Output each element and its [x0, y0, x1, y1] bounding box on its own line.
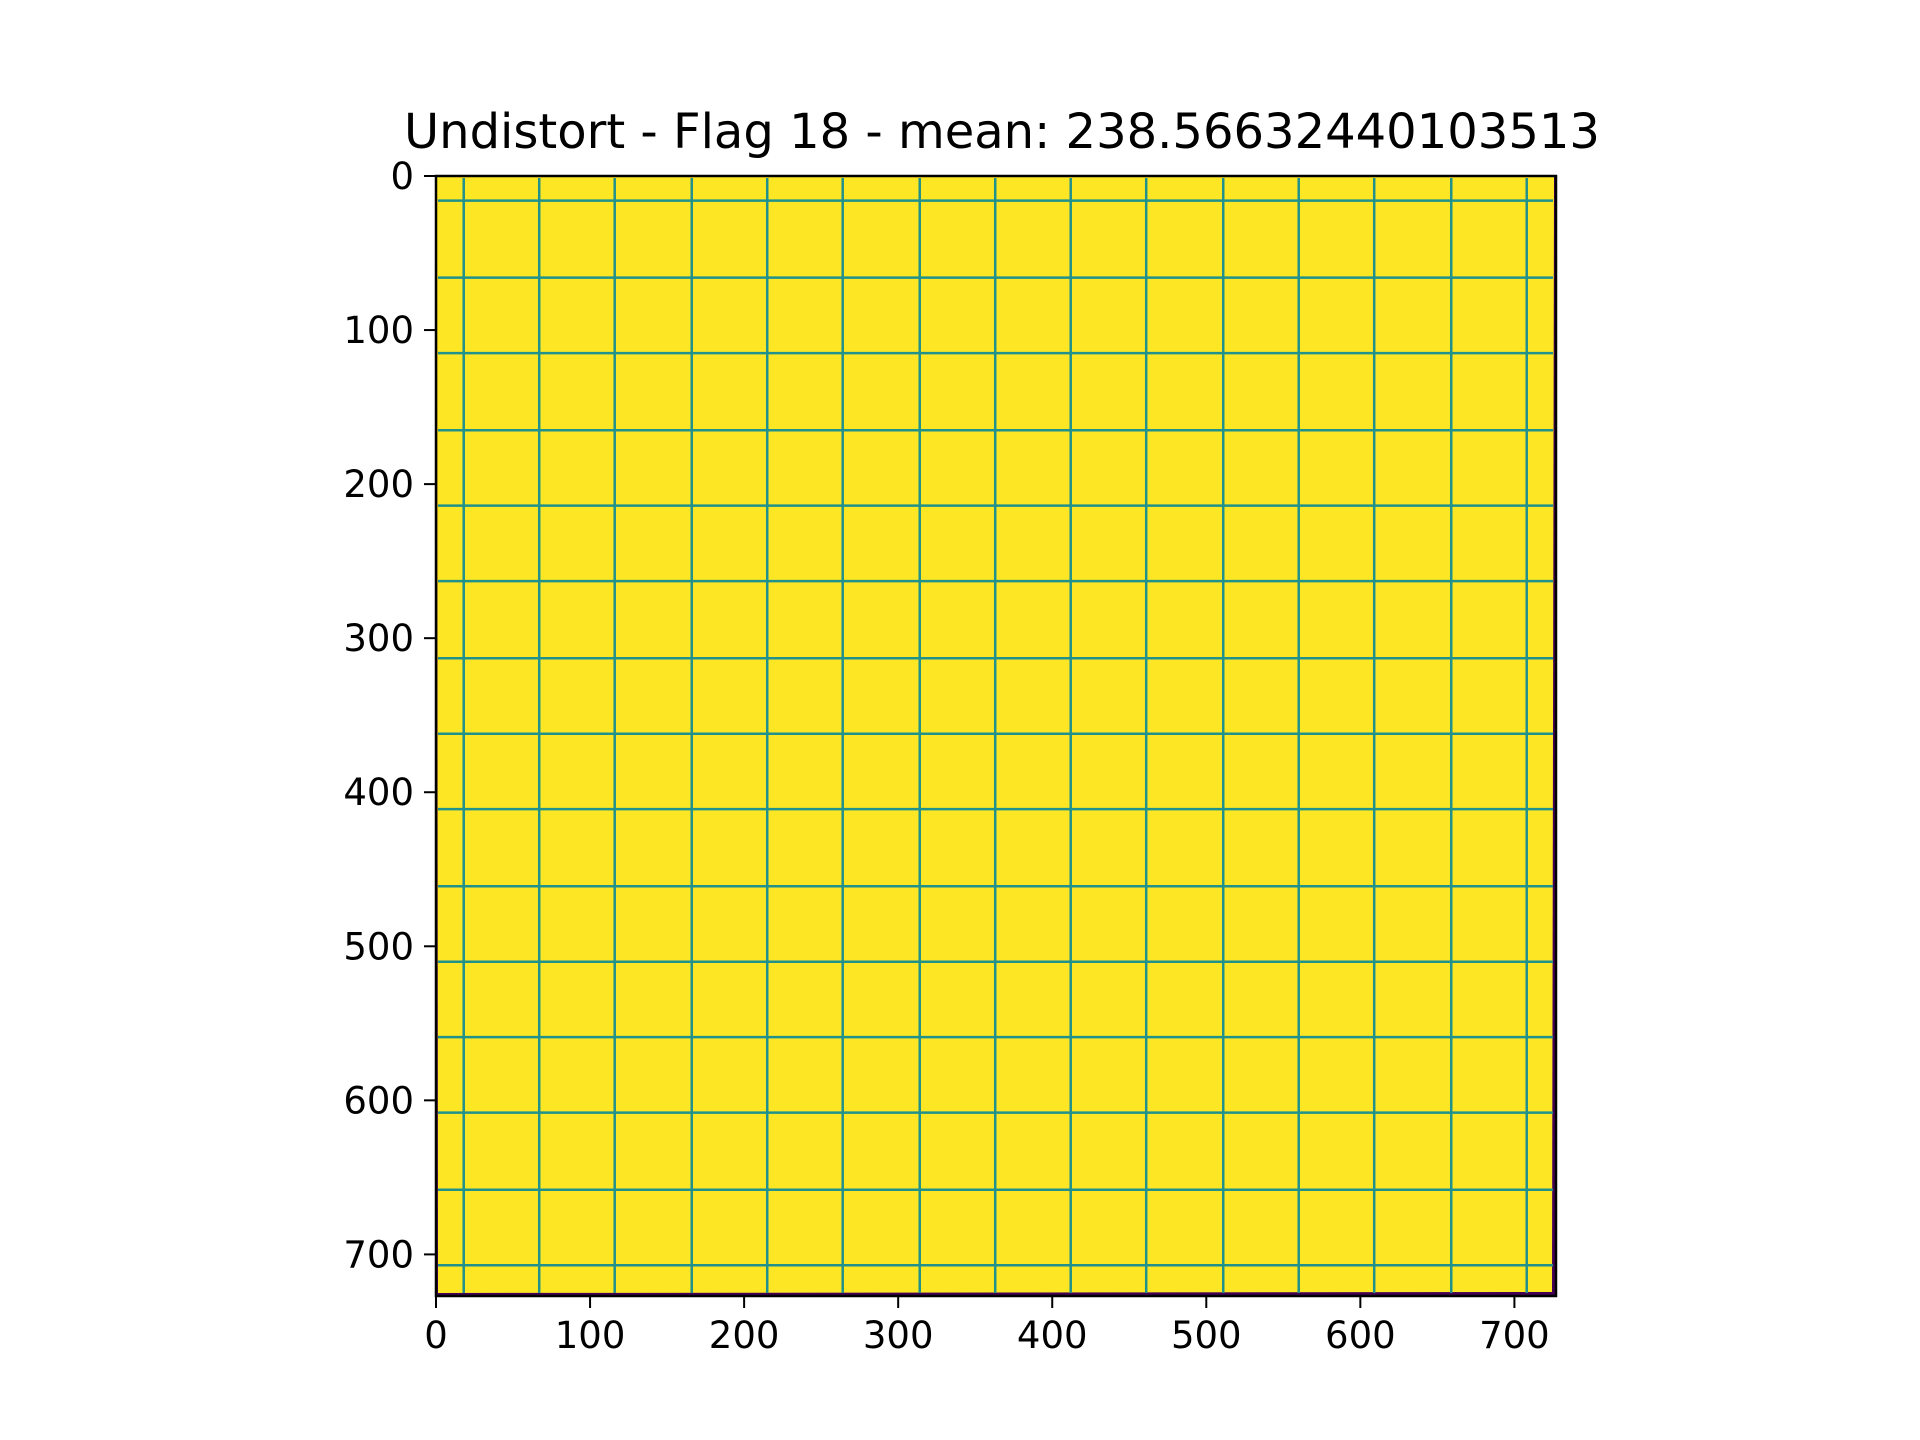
- x-tick-label: 0: [424, 1314, 448, 1357]
- x-axis: 0 100 200 300 400 500 600 700: [424, 1296, 1550, 1357]
- x-tick-label: 200: [709, 1314, 780, 1357]
- y-tick-label: 300: [343, 617, 414, 660]
- y-tick-label: 0: [390, 155, 414, 198]
- x-tick-label: 700: [1479, 1314, 1550, 1357]
- x-tick-label: 600: [1325, 1314, 1396, 1357]
- y-axis: 0 100 200 300 400 500 600 700: [343, 155, 436, 1276]
- y-tick-label: 200: [343, 463, 414, 506]
- chart-title: Undistort - Flag 18 - mean: 238.56632440…: [404, 104, 1600, 160]
- y-tick-label: 700: [343, 1233, 414, 1276]
- axes-frame: [434, 174, 1558, 1298]
- x-tick-label: 500: [1171, 1314, 1242, 1357]
- x-tick-label: 100: [555, 1314, 626, 1357]
- x-tick-label: 400: [1017, 1314, 1088, 1357]
- y-tick-label: 600: [343, 1079, 414, 1122]
- y-tick-label: 400: [343, 771, 414, 814]
- image-grid: [438, 178, 1553, 1293]
- y-tick-label: 500: [343, 925, 414, 968]
- x-tick-label: 300: [863, 1314, 934, 1357]
- y-tick-label: 100: [343, 309, 414, 352]
